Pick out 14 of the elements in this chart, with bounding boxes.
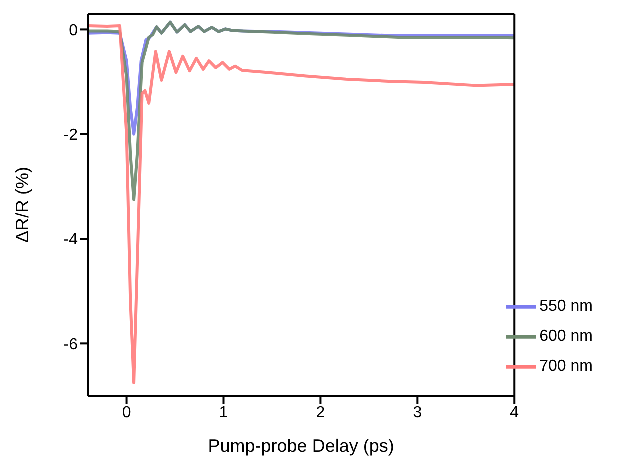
legend-label: 700 nm <box>540 358 593 376</box>
legend-label: 600 nm <box>540 328 593 346</box>
x-tick-label: 2 <box>316 404 326 422</box>
y-tick-label: 0 <box>69 22 78 40</box>
x-axis-title: Pump-probe Delay (ps) <box>208 436 394 456</box>
x-tick-label: 3 <box>413 404 422 422</box>
legend-label: 550 nm <box>540 298 593 316</box>
x-tick-label: 1 <box>219 404 228 422</box>
x-tick-label: 4 <box>510 404 520 422</box>
y-tick-label: -2 <box>64 127 78 144</box>
y-tick-label: -4 <box>64 232 78 249</box>
y-axis-title: ΔR/R (%) <box>12 166 32 244</box>
x-tick-label: 0 <box>122 404 132 422</box>
y-tick-label: -6 <box>64 336 78 354</box>
